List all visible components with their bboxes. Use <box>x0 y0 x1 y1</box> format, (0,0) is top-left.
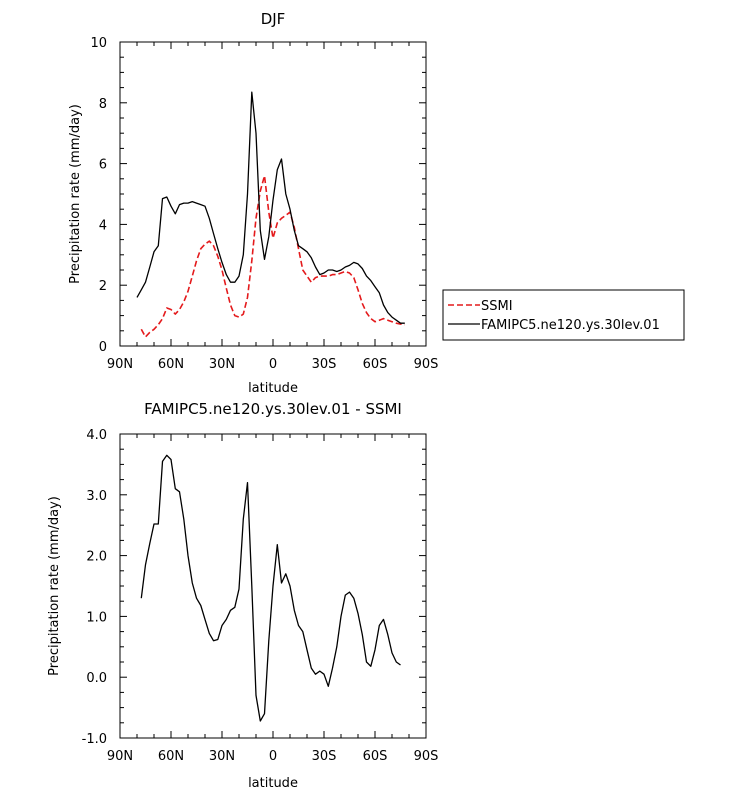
y-axis-label: Precipitation rate (mm/day) <box>68 104 83 284</box>
x-tick-label: 90N <box>107 749 133 764</box>
x-tick-label: 60S <box>363 749 388 764</box>
series-lines <box>136 91 405 338</box>
y-tick-label: -1.0 <box>82 732 107 747</box>
y-tick-label: 0.0 <box>86 671 107 686</box>
chart-title: FAMIPC5.ne120.ys.30lev.01 - SSMI <box>144 400 402 418</box>
y-tick-label: 0 <box>99 340 107 355</box>
x-axis-label: latitude <box>248 381 298 396</box>
x-tick-label: 60S <box>363 357 388 372</box>
plot-frame <box>119 433 427 739</box>
x-axis-label: latitude <box>248 776 298 791</box>
x-tick-label: 90N <box>107 357 133 372</box>
series-line-famipc5-ne120-ys-30lev-01 <box>136 91 405 324</box>
series-line-ssmi <box>140 175 405 338</box>
x-tick-label: 60N <box>158 749 184 764</box>
x-tick-label: 30N <box>209 749 235 764</box>
y-tick-label: 2.0 <box>86 550 107 565</box>
bottom-chart: FAMIPC5.ne120.ys.30lev.01 - SSMI 90N 60N 3… <box>47 400 438 791</box>
ticks: 90N 60N 30N 0 30S 60S 90S -1.0 0.0 1.0 2.0 3.0 4.0 <box>82 428 439 764</box>
y-tick-label: 6 <box>99 158 107 173</box>
series-lines <box>140 454 401 722</box>
y-tick-label: 3.0 <box>86 489 107 504</box>
x-tick-label: 0 <box>269 749 277 764</box>
y-tick-label: 2 <box>99 279 107 294</box>
y-tick-label: 10 <box>90 36 107 51</box>
ticks: 90N 60N 30N 0 30S 60S 90S 0 2 4 6 8 10 <box>90 36 438 372</box>
chart-title: DJF <box>261 10 286 28</box>
x-tick-label: 30S <box>312 357 337 372</box>
legend-label-famipc5: FAMIPC5.ne120.ys.30lev.01 <box>481 318 660 333</box>
legend: SSMI FAMIPC5.ne120.ys.30lev.01 <box>442 289 685 341</box>
y-tick-label: 4 <box>99 218 107 233</box>
x-tick-label: 30S <box>312 749 337 764</box>
x-tick-label: 30N <box>209 357 235 372</box>
y-tick-label: 1.0 <box>86 610 107 625</box>
legend-label-ssmi: SSMI <box>481 299 513 314</box>
y-tick-label: 4.0 <box>86 428 107 443</box>
legend-box <box>442 289 685 341</box>
x-tick-label: 0 <box>269 357 277 372</box>
x-tick-label: 90S <box>414 357 439 372</box>
plot-frame <box>119 41 427 347</box>
series-line-famipc5-ne120-ys-30lev-01-ssmi <box>140 454 401 722</box>
x-tick-label: 90S <box>414 749 439 764</box>
x-tick-label: 60N <box>158 357 184 372</box>
y-axis-label: Precipitation rate (mm/day) <box>47 496 62 676</box>
y-tick-label: 8 <box>99 97 107 112</box>
